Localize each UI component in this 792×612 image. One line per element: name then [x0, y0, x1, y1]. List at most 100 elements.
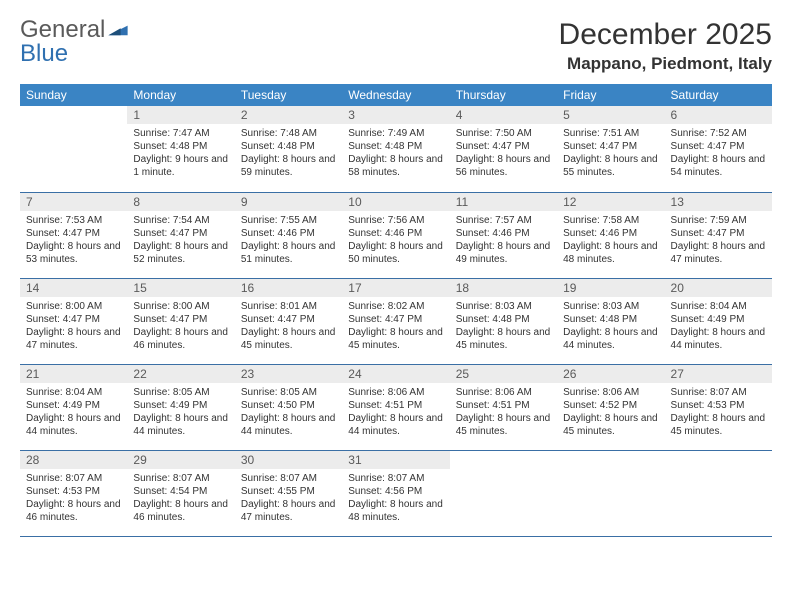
day-details: Sunrise: 8:06 AMSunset: 4:52 PMDaylight:… — [557, 383, 664, 442]
calendar-cell: 3Sunrise: 7:49 AMSunset: 4:48 PMDaylight… — [342, 106, 449, 192]
calendar-cell: 2Sunrise: 7:48 AMSunset: 4:48 PMDaylight… — [235, 106, 342, 192]
day-number: 12 — [557, 193, 664, 211]
calendar-cell: 31Sunrise: 8:07 AMSunset: 4:56 PMDayligh… — [342, 450, 449, 536]
calendar-cell: 26Sunrise: 8:06 AMSunset: 4:52 PMDayligh… — [557, 364, 664, 450]
weekday-header: Sunday — [20, 84, 127, 106]
sunset-text: Sunset: 4:47 PM — [348, 313, 443, 326]
sunrise-text: Sunrise: 8:06 AM — [348, 386, 443, 399]
sunset-text: Sunset: 4:48 PM — [348, 140, 443, 153]
day-details: Sunrise: 7:48 AMSunset: 4:48 PMDaylight:… — [235, 124, 342, 183]
sunset-text: Sunset: 4:55 PM — [241, 485, 336, 498]
daylight-text: Daylight: 8 hours and 56 minutes. — [456, 153, 551, 179]
calendar-cell: 11Sunrise: 7:57 AMSunset: 4:46 PMDayligh… — [450, 192, 557, 278]
daylight-text: Daylight: 8 hours and 44 minutes. — [133, 412, 228, 438]
sunrise-text: Sunrise: 7:58 AM — [563, 214, 658, 227]
sunset-text: Sunset: 4:46 PM — [456, 227, 551, 240]
location: Mappano, Piedmont, Italy — [559, 54, 772, 74]
day-number: 6 — [665, 106, 772, 124]
day-number: 18 — [450, 279, 557, 297]
sunset-text: Sunset: 4:47 PM — [26, 313, 121, 326]
calendar-cell: 16Sunrise: 8:01 AMSunset: 4:47 PMDayligh… — [235, 278, 342, 364]
day-number: 26 — [557, 365, 664, 383]
day-details: Sunrise: 7:58 AMSunset: 4:46 PMDaylight:… — [557, 211, 664, 270]
sunset-text: Sunset: 4:53 PM — [26, 485, 121, 498]
sunset-text: Sunset: 4:48 PM — [241, 140, 336, 153]
day-details: Sunrise: 8:03 AMSunset: 4:48 PMDaylight:… — [557, 297, 664, 356]
sunset-text: Sunset: 4:50 PM — [241, 399, 336, 412]
header: GeneralBlue December 2025 Mappano, Piedm… — [20, 18, 772, 74]
daylight-text: Daylight: 9 hours and 1 minute. — [133, 153, 228, 179]
day-details: Sunrise: 8:04 AMSunset: 4:49 PMDaylight:… — [665, 297, 772, 356]
day-details: Sunrise: 8:07 AMSunset: 4:55 PMDaylight:… — [235, 469, 342, 528]
calendar-header: SundayMondayTuesdayWednesdayThursdayFrid… — [20, 84, 772, 106]
day-number: 17 — [342, 279, 449, 297]
sunrise-text: Sunrise: 7:56 AM — [348, 214, 443, 227]
sunset-text: Sunset: 4:46 PM — [348, 227, 443, 240]
daylight-text: Daylight: 8 hours and 44 minutes. — [671, 326, 766, 352]
weekday-header: Saturday — [665, 84, 772, 106]
weekday-header: Friday — [557, 84, 664, 106]
calendar-cell: 20Sunrise: 8:04 AMSunset: 4:49 PMDayligh… — [665, 278, 772, 364]
sunrise-text: Sunrise: 8:00 AM — [26, 300, 121, 313]
sunset-text: Sunset: 4:49 PM — [133, 399, 228, 412]
daylight-text: Daylight: 8 hours and 45 minutes. — [456, 326, 551, 352]
day-details: Sunrise: 8:06 AMSunset: 4:51 PMDaylight:… — [450, 383, 557, 442]
day-details: Sunrise: 8:06 AMSunset: 4:51 PMDaylight:… — [342, 383, 449, 442]
daylight-text: Daylight: 8 hours and 46 minutes. — [26, 498, 121, 524]
day-number: 28 — [20, 451, 127, 469]
day-number: 15 — [127, 279, 234, 297]
day-number: 24 — [342, 365, 449, 383]
daylight-text: Daylight: 8 hours and 44 minutes. — [26, 412, 121, 438]
day-details: Sunrise: 8:07 AMSunset: 4:53 PMDaylight:… — [20, 469, 127, 528]
day-number: 14 — [20, 279, 127, 297]
weekday-header: Thursday — [450, 84, 557, 106]
daylight-text: Daylight: 8 hours and 54 minutes. — [671, 153, 766, 179]
calendar-cell: 5Sunrise: 7:51 AMSunset: 4:47 PMDaylight… — [557, 106, 664, 192]
calendar-cell — [557, 450, 664, 536]
day-number: 19 — [557, 279, 664, 297]
daylight-text: Daylight: 8 hours and 58 minutes. — [348, 153, 443, 179]
sunset-text: Sunset: 4:46 PM — [563, 227, 658, 240]
calendar-cell: 8Sunrise: 7:54 AMSunset: 4:47 PMDaylight… — [127, 192, 234, 278]
sunrise-text: Sunrise: 8:04 AM — [26, 386, 121, 399]
calendar-cell: 17Sunrise: 8:02 AMSunset: 4:47 PMDayligh… — [342, 278, 449, 364]
day-number: 11 — [450, 193, 557, 211]
day-details: Sunrise: 7:47 AMSunset: 4:48 PMDaylight:… — [127, 124, 234, 183]
sunset-text: Sunset: 4:47 PM — [133, 313, 228, 326]
sunrise-text: Sunrise: 8:07 AM — [671, 386, 766, 399]
day-details: Sunrise: 8:03 AMSunset: 4:48 PMDaylight:… — [450, 297, 557, 356]
calendar-cell: 14Sunrise: 8:00 AMSunset: 4:47 PMDayligh… — [20, 278, 127, 364]
day-details: Sunrise: 7:51 AMSunset: 4:47 PMDaylight:… — [557, 124, 664, 183]
sunset-text: Sunset: 4:51 PM — [348, 399, 443, 412]
calendar-week: 21Sunrise: 8:04 AMSunset: 4:49 PMDayligh… — [20, 364, 772, 450]
daylight-text: Daylight: 8 hours and 47 minutes. — [671, 240, 766, 266]
calendar-table: SundayMondayTuesdayWednesdayThursdayFrid… — [20, 84, 772, 537]
sunrise-text: Sunrise: 8:07 AM — [241, 472, 336, 485]
day-details: Sunrise: 8:07 AMSunset: 4:54 PMDaylight:… — [127, 469, 234, 528]
sunrise-text: Sunrise: 7:51 AM — [563, 127, 658, 140]
day-number: 22 — [127, 365, 234, 383]
sunrise-text: Sunrise: 8:03 AM — [563, 300, 658, 313]
sunrise-text: Sunrise: 7:48 AM — [241, 127, 336, 140]
calendar-week: 14Sunrise: 8:00 AMSunset: 4:47 PMDayligh… — [20, 278, 772, 364]
day-details: Sunrise: 8:05 AMSunset: 4:49 PMDaylight:… — [127, 383, 234, 442]
daylight-text: Daylight: 8 hours and 44 minutes. — [241, 412, 336, 438]
daylight-text: Daylight: 8 hours and 55 minutes. — [563, 153, 658, 179]
daylight-text: Daylight: 8 hours and 45 minutes. — [348, 326, 443, 352]
weekday-header: Monday — [127, 84, 234, 106]
sunrise-text: Sunrise: 8:04 AM — [671, 300, 766, 313]
sunrise-text: Sunrise: 8:07 AM — [26, 472, 121, 485]
calendar-week: 1Sunrise: 7:47 AMSunset: 4:48 PMDaylight… — [20, 106, 772, 192]
calendar-cell: 28Sunrise: 8:07 AMSunset: 4:53 PMDayligh… — [20, 450, 127, 536]
weekday-header: Tuesday — [235, 84, 342, 106]
sunrise-text: Sunrise: 8:07 AM — [133, 472, 228, 485]
day-number: 16 — [235, 279, 342, 297]
calendar-cell: 29Sunrise: 8:07 AMSunset: 4:54 PMDayligh… — [127, 450, 234, 536]
calendar-cell: 13Sunrise: 7:59 AMSunset: 4:47 PMDayligh… — [665, 192, 772, 278]
daylight-text: Daylight: 8 hours and 50 minutes. — [348, 240, 443, 266]
sunrise-text: Sunrise: 7:53 AM — [26, 214, 121, 227]
day-number: 4 — [450, 106, 557, 124]
calendar-cell: 7Sunrise: 7:53 AMSunset: 4:47 PMDaylight… — [20, 192, 127, 278]
daylight-text: Daylight: 8 hours and 49 minutes. — [456, 240, 551, 266]
calendar-cell: 18Sunrise: 8:03 AMSunset: 4:48 PMDayligh… — [450, 278, 557, 364]
